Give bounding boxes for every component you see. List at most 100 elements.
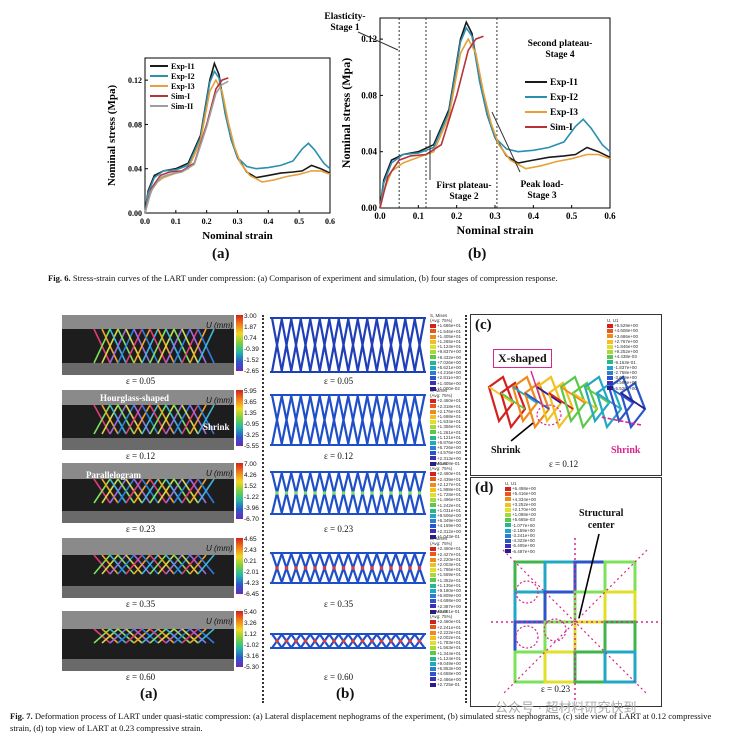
sim-legend-entry: +6.809e+00: [430, 593, 461, 598]
legend-color-swatch: [607, 365, 613, 370]
grid-cell: [543, 560, 577, 594]
legend-color-swatch: [430, 682, 436, 687]
legend-value: +1.563e+01: [437, 645, 462, 651]
grid-cell: [573, 560, 607, 594]
legend-entry: -4.599e+00: [607, 380, 638, 385]
legend-value: +8.432e+00: [437, 354, 462, 360]
legend-value: +1.344e+01: [437, 650, 462, 656]
sim-legend-entry: +2.387e+00: [430, 604, 461, 609]
fig6-caption-text: Stress-strain curves of the LART under c…: [72, 273, 558, 283]
grid-cell: [543, 650, 577, 684]
colorbar-tick-label: 5.40: [244, 609, 257, 616]
divider-b-c: [465, 315, 467, 703]
colorbar-tick-label: 5.95: [244, 388, 257, 395]
shrink-right-label: Shrink: [611, 445, 641, 456]
lattice-strut: [524, 392, 550, 410]
sim-legend-entry: +1.242e+01: [430, 503, 461, 508]
grid-cell: [603, 620, 637, 654]
legend-value: +2.091e-01: [437, 608, 460, 614]
colorbar-tick-label: -3.25: [244, 432, 259, 439]
sim-legend-entry: +1.998e+01: [430, 487, 461, 492]
legend-value: +2.439e+01: [437, 476, 462, 482]
sim-legend: S, Mises (Avg: 75%) +2.460e+01 +2.439e+01 +…: [430, 461, 461, 539]
legend-value: +2.241e+01: [437, 624, 462, 630]
legend-value: +1.496e+01: [437, 497, 462, 503]
experiment-specimen: [62, 390, 234, 450]
sim-legend-entry: +1.265e+01: [430, 339, 461, 344]
colorbar-title: U (mm): [206, 469, 233, 478]
legend-value: -4.599e+00: [614, 380, 637, 386]
sim-legend-entry: +4.698e+00: [430, 598, 461, 603]
legend-color-swatch: [430, 594, 436, 599]
legend-color-swatch: [607, 344, 613, 349]
x-tick-label: 0.0: [374, 211, 386, 221]
x-tick-label: 0.2: [451, 211, 463, 221]
sim-legend-entry: +1.031e+01: [430, 508, 461, 513]
sim-legend-entry: +2.460e+01: [430, 619, 461, 624]
sim-legend-entry: +1.356e+01: [430, 424, 461, 429]
legend-value: +1.124e+01: [437, 655, 462, 661]
legend-color-swatch: [430, 355, 436, 360]
legend-entry: +1.088e+00: [505, 512, 536, 517]
highlight-circle: [515, 580, 539, 604]
panel-c-legend-title: U, U1: [607, 318, 619, 323]
x-tick-label: 0.3: [233, 217, 243, 226]
sim-legend-entry: +8.432e+00: [430, 355, 461, 360]
legend-color-swatch: [430, 399, 436, 404]
legend-color-swatch: [430, 430, 436, 435]
legend-value: +2.127e+01: [437, 481, 462, 487]
grid-cell: [513, 590, 547, 624]
sim-legend-entry: +4.576e+00: [430, 450, 461, 455]
sim-legend: S, Mises (Avg: 75%) +2.460e+01 +2.241e+01 +…: [430, 609, 461, 687]
x-axis-label: Nominal strain: [456, 223, 533, 237]
legend-color-swatch: [430, 345, 436, 350]
legend-value: +2.387e+00: [437, 603, 462, 609]
sim-legend-entry: +1.000e-02: [430, 386, 461, 391]
simulation-nephogram: [270, 552, 426, 584]
sim-legend-title: S, Mises (Avg: 75%): [430, 536, 453, 547]
sim-legend-entry: +1.609e-01: [430, 461, 461, 466]
colorbar-tick-label: 1.52: [244, 483, 257, 490]
legend-color-swatch: [430, 661, 436, 666]
legend-color-swatch: [505, 523, 511, 528]
shrink-arrow-left: [510, 422, 534, 442]
sim-legend-entry: +1.124e+01: [430, 344, 461, 349]
colorbar-tick-label: -6.70: [244, 516, 259, 523]
legend-value: +2.003e+01: [437, 562, 462, 568]
shrink-left-label: Shrink: [491, 445, 521, 456]
legend-value: +1.356e+01: [437, 424, 462, 430]
legend-value: +4.438e-03: [614, 354, 637, 360]
series-line: [379, 37, 611, 209]
legend-color-swatch: [607, 386, 613, 391]
legend-value: +4.159e+00: [437, 523, 462, 529]
colorbar-tick-label: -4.23: [244, 580, 259, 587]
x-tick-label: 0.5: [566, 211, 578, 221]
legend-color-swatch: [430, 414, 436, 419]
legend-color-swatch: [607, 324, 613, 329]
legend-entry: -5.520e+00: [607, 386, 638, 391]
chart-annotation: Stage 1: [330, 23, 360, 33]
sim-legend-entry: +2.439e+01: [430, 477, 461, 482]
strain-label: ε = 0.23: [126, 524, 156, 534]
legend-value: +2.222e+01: [437, 629, 462, 635]
legend-value: +2.002e+01: [437, 635, 462, 641]
legend-color-swatch: [430, 371, 436, 376]
legend-color-swatch: [430, 339, 436, 344]
grid-cell: [573, 620, 607, 654]
experiment-photo: [62, 611, 234, 671]
sim-legend-entry: +1.124e+01: [430, 656, 461, 661]
legend-value: +7.026e+00: [437, 359, 462, 365]
legend-color-swatch: [430, 620, 436, 625]
experiment-specimen: [62, 611, 234, 671]
chart-annotation: Stage 4: [545, 50, 575, 60]
colorbar-tick-label: 3.00: [244, 313, 257, 320]
sim-legend-entry: +1.405e+01: [430, 334, 461, 339]
legend-color-swatch: [430, 529, 436, 534]
y-tick-label: 0.00: [128, 209, 142, 218]
legend-value: +2.312e+00: [437, 528, 462, 534]
sim-legend-entry: +2.091e-01: [430, 609, 461, 614]
legend-value: +1.352e+01: [437, 577, 462, 583]
legend-value: +1.405e+01: [437, 333, 462, 339]
legend-value: +5.621e+00: [437, 365, 462, 371]
legend-color-swatch: [430, 651, 436, 656]
